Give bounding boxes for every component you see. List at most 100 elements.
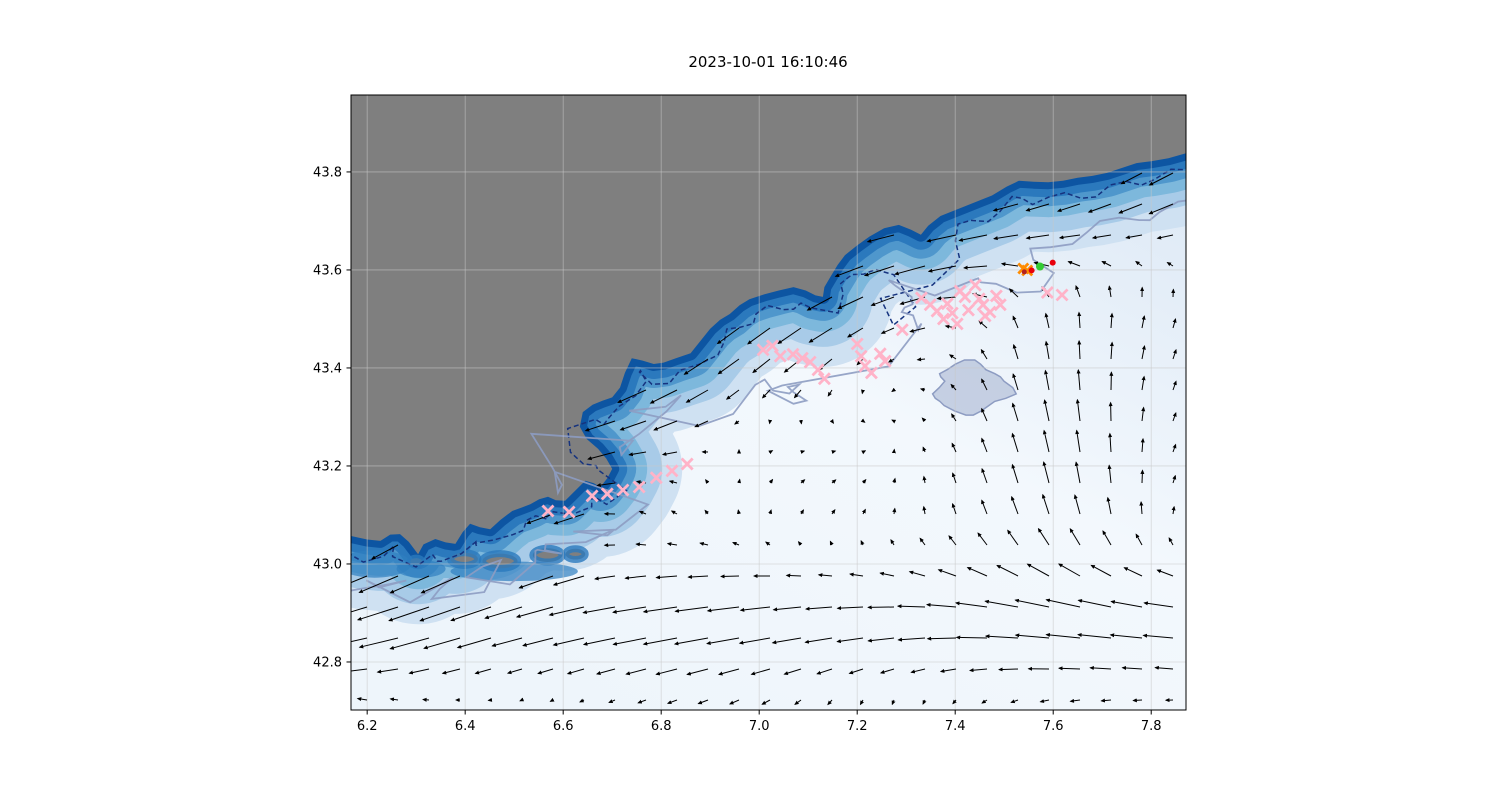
current-vector-arrow: [1075, 429, 1081, 453]
drifter-positions-marker: [1040, 285, 1054, 299]
current-vector-arrow: [356, 697, 368, 702]
current-vector-arrow: [831, 450, 837, 454]
current-vector-arrow: [642, 637, 678, 646]
current-vector-arrow: [389, 637, 430, 650]
current-vector-arrow: [1110, 600, 1143, 608]
current-vector-arrow: [977, 532, 988, 546]
current-vector-arrow: [919, 537, 926, 546]
current-vector-arrow: [612, 606, 647, 614]
current-vector-arrow: [1077, 599, 1112, 608]
current-vector-arrow: [1141, 344, 1146, 360]
current-vector-arrow: [351, 668, 368, 672]
drifter-positions-marker: [773, 349, 787, 363]
drifter-positions-marker: [1055, 288, 1069, 302]
current-vector-arrow: [537, 668, 554, 675]
current-vector-arrow: [894, 265, 926, 276]
current-vector-arrow: [783, 668, 802, 676]
x-tick-label: 6.6: [553, 719, 574, 734]
current-vector-arrow: [981, 499, 988, 515]
current-vector-arrow: [358, 637, 399, 649]
current-vector-arrow: [389, 697, 399, 702]
current-vector-arrow: [637, 699, 647, 704]
current-vector-arrow: [608, 699, 616, 703]
y-tick-label: 43.4: [313, 361, 342, 376]
current-vector-arrow: [474, 668, 492, 675]
current-vector-arrow: [1141, 406, 1146, 422]
drifter-positions-marker: [983, 305, 997, 319]
current-vector-arrow: [612, 637, 647, 646]
current-vector-arrow: [1007, 529, 1019, 546]
drifter-positions-marker: [765, 339, 779, 353]
drifter-positions-marker: [541, 504, 555, 518]
drifter-positions-marker: [989, 289, 1003, 303]
current-vector-arrow: [951, 502, 957, 515]
drifter-positions-marker: [940, 297, 954, 311]
current-vector-arrow: [1142, 633, 1174, 639]
current-vector-arrow: [549, 697, 555, 702]
current-vector-arrow: [388, 606, 430, 622]
drifter-positions-marker: [680, 457, 694, 471]
current-vector-arrow: [1109, 312, 1114, 329]
current-vector-arrow: [441, 668, 461, 675]
current-vector-arrow: [705, 478, 710, 484]
current-vector-arrow: [861, 478, 867, 484]
current-vector-arrow: [624, 575, 647, 580]
current-vector-arrow: [927, 265, 957, 273]
current-vector-arrow: [966, 567, 988, 577]
current-vector-arrow: [515, 606, 554, 619]
current-vector-arrow: [1156, 234, 1174, 240]
current-vector-arrow: [996, 564, 1019, 577]
current-vector-arrow: [827, 389, 833, 397]
current-vector-arrow: [674, 606, 709, 613]
current-vector-arrow: [522, 637, 554, 647]
x-tick-label: 6.2: [357, 719, 378, 734]
current-vector-arrow: [922, 475, 927, 484]
current-vector-arrow: [1156, 569, 1174, 577]
current-vector-arrow: [423, 637, 461, 650]
current-vector-arrow: [799, 509, 805, 515]
current-vector-arrow: [848, 668, 864, 675]
y-tick-label: 43.8: [313, 165, 342, 180]
current-vector-arrow: [777, 327, 802, 345]
current-vector-arrow: [908, 570, 926, 577]
current-vector-arrow: [653, 420, 678, 431]
current-vector-arrow: [860, 539, 865, 546]
current-vector-arrow: [1058, 234, 1081, 240]
drifter-positions-marker: [665, 464, 679, 478]
current-vector-arrow: [717, 668, 740, 676]
current-vector-arrow: [951, 442, 957, 453]
current-vector-arrow: [939, 668, 957, 673]
current-vector-arrow: [596, 482, 616, 488]
current-vector-arrow: [963, 265, 988, 270]
y-tick-label: 43.6: [313, 263, 342, 278]
current-vector-arrow: [1089, 665, 1112, 671]
current-vector-arrow: [1008, 288, 1019, 298]
current-vector-arrow: [706, 637, 740, 645]
current-vector-arrow: [891, 699, 896, 706]
source-cluster-red-marker: [1049, 259, 1056, 266]
current-vector-arrow: [837, 296, 864, 309]
current-vector-arrow: [768, 509, 773, 515]
current-vector-arrow: [358, 575, 399, 593]
current-vector-arrow: [699, 541, 709, 546]
current-vector-arrow: [370, 544, 399, 560]
current-vector-arrow: [1045, 632, 1081, 639]
current-vector-arrow: [897, 637, 926, 642]
current-vector-arrow: [761, 699, 771, 705]
current-vector-arrow: [1143, 601, 1174, 608]
current-vector-arrow: [673, 637, 709, 646]
x-tick-label: 7.0: [749, 719, 770, 734]
current-vector-arrow: [752, 358, 771, 374]
current-vector-arrow: [998, 667, 1019, 672]
current-vector-arrow: [1100, 698, 1112, 703]
current-vector-arrow: [1010, 699, 1019, 704]
current-vector-arrow: [1077, 632, 1112, 639]
current-vector-arrow: [922, 505, 927, 515]
drifter-positions-marker: [562, 505, 576, 519]
current-vector-arrow: [1168, 537, 1174, 546]
current-vector-arrow: [655, 575, 678, 580]
current-vector-arrow: [765, 541, 771, 546]
isobath-contour-dashed: [351, 168, 1186, 568]
current-vector-arrow: [1000, 262, 1019, 267]
current-vector-arrow: [981, 467, 988, 484]
